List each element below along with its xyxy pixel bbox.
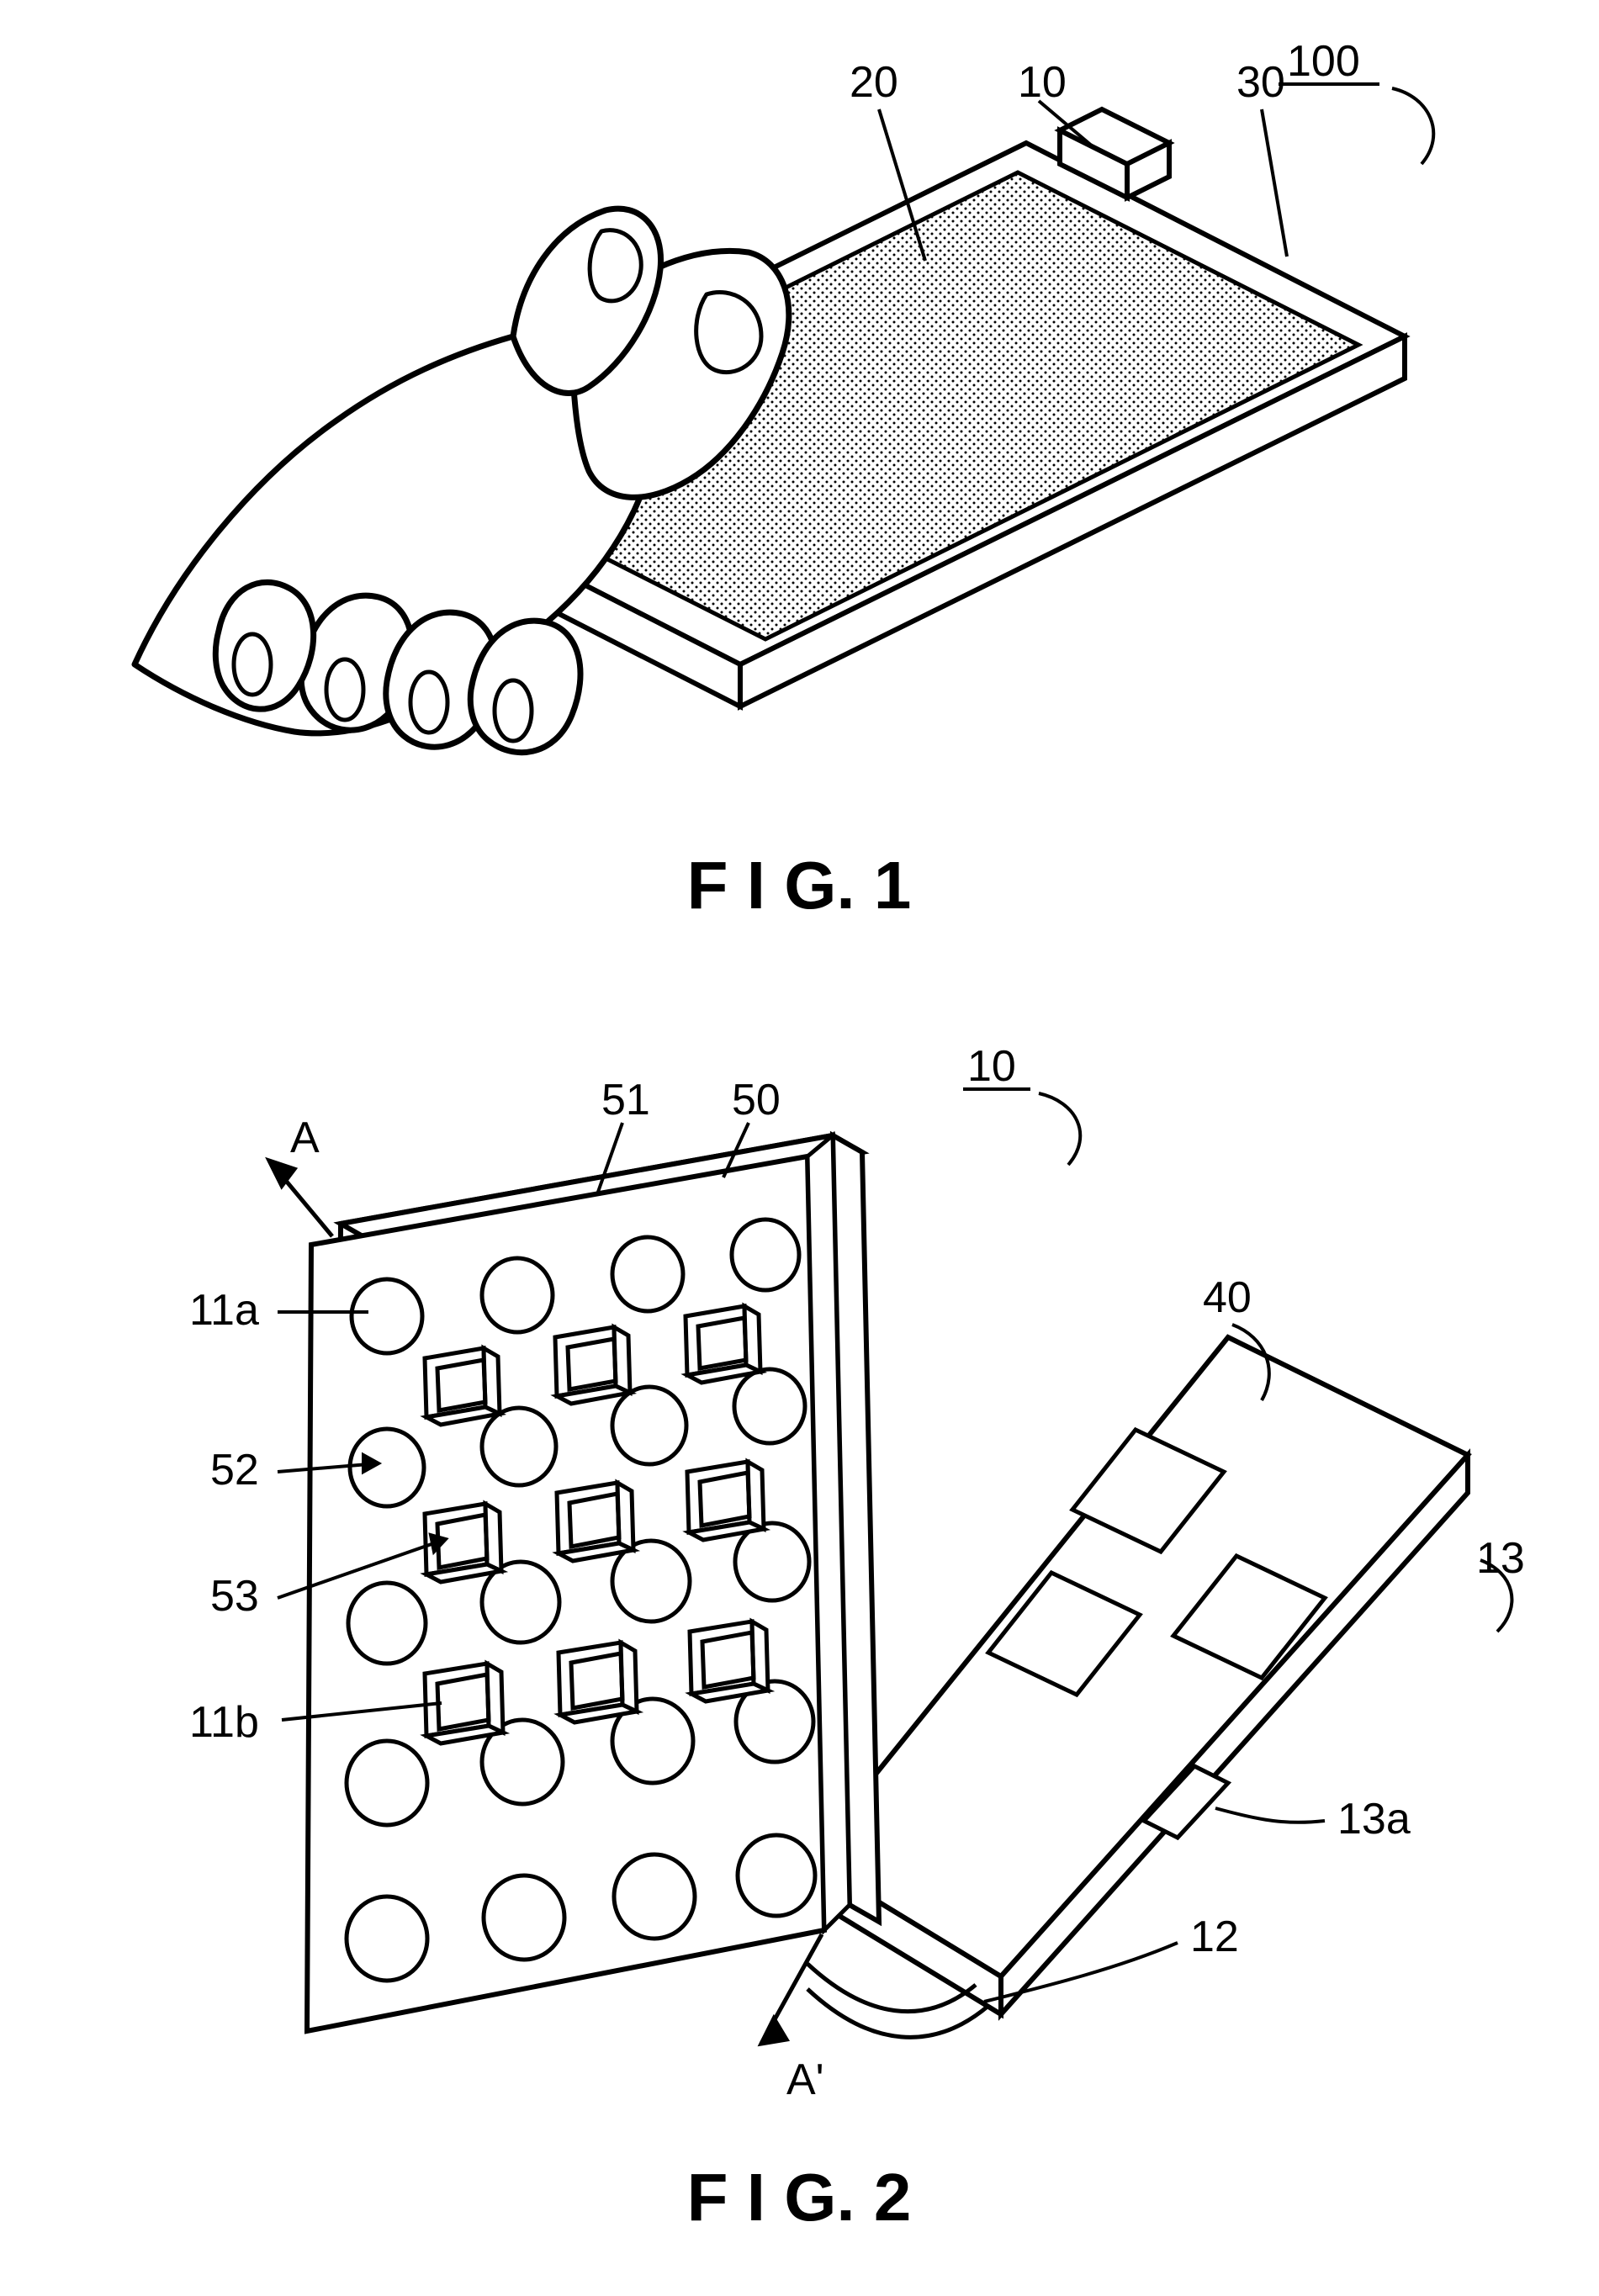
label-40: 40 <box>1203 1273 1252 1322</box>
board-13 <box>807 1337 1468 2014</box>
label-13a: 13a <box>1337 1795 1411 1844</box>
fig2-caption: F I G. 2 <box>687 2160 912 2235</box>
label-51: 51 <box>601 1076 650 1124</box>
label-11a: 11a <box>189 1286 259 1335</box>
label-50: 50 <box>732 1076 781 1124</box>
fig1-caption: F I G. 1 <box>687 848 912 923</box>
label-53: 53 <box>210 1572 259 1621</box>
label-13: 13 <box>1476 1534 1525 1583</box>
label-100: 100 <box>1287 37 1360 86</box>
label-30: 30 <box>1236 58 1285 107</box>
label-12: 12 <box>1190 1912 1239 1961</box>
label-10b: 10 <box>967 1042 1016 1091</box>
figure-1: 20 10 30 100 F I G. 1 <box>135 37 1433 923</box>
label-52: 52 <box>210 1446 259 1495</box>
figure-2: 10 A A' 51 50 40 11a 52 53 11b 13 13a 12… <box>189 1042 1525 2235</box>
label-20: 20 <box>850 58 898 107</box>
label-10: 10 <box>1018 58 1067 107</box>
square-holes <box>425 1306 768 1743</box>
label-11b: 11b <box>189 1698 259 1747</box>
label-A: A <box>290 1114 320 1162</box>
label-Aprime: A' <box>786 2055 824 2104</box>
